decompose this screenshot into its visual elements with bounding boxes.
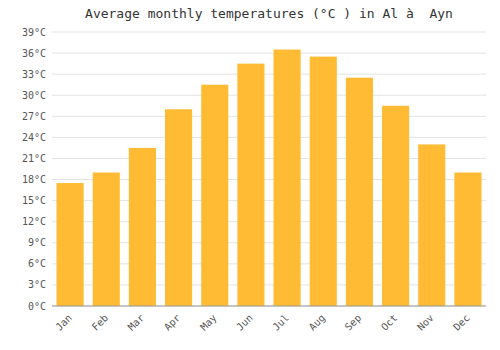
chart: Average monthly temperatures (°C ) in Al… xyxy=(0,0,500,350)
x-tick-label: Sep xyxy=(343,312,364,333)
x-tick-label: Jun xyxy=(234,312,255,333)
bar xyxy=(129,148,156,306)
grid-line xyxy=(52,137,486,138)
grid-line xyxy=(52,32,486,33)
y-tick-label: 15°C xyxy=(22,195,46,206)
grid-line xyxy=(52,74,486,75)
y-tick-label: 21°C xyxy=(22,153,46,164)
x-tick-label: Aug xyxy=(307,312,328,333)
bar xyxy=(237,64,264,306)
bar xyxy=(274,50,301,306)
y-tick-label: 6°C xyxy=(28,258,46,269)
x-tick-label: Oct xyxy=(379,312,400,333)
x-tick-label: Jul xyxy=(270,312,291,333)
bar xyxy=(382,106,409,306)
x-tick-label: May xyxy=(198,312,219,333)
grid-line xyxy=(52,116,486,117)
bar xyxy=(57,183,84,306)
y-tick-label: 18°C xyxy=(22,174,46,185)
y-tick-label: 30°C xyxy=(22,90,46,101)
y-tick-label: 9°C xyxy=(28,237,46,248)
x-tick-label: Feb xyxy=(90,312,111,333)
bar xyxy=(310,57,337,306)
x-tick-label: Nov xyxy=(415,312,436,333)
x-axis: Jan Feb Mar Apr May Jun Jul Aug Sep Oct Nov Dec xyxy=(53,312,471,333)
title: Average monthly temperatures (°C ) in Al… xyxy=(85,6,453,21)
y-tick-label: 39°C xyxy=(22,27,46,38)
grid-line xyxy=(52,95,486,96)
y-tick-label: 0°C xyxy=(28,301,46,312)
bar xyxy=(201,85,228,306)
y-tick-label: 24°C xyxy=(22,132,46,143)
grid-line xyxy=(52,306,486,307)
x-tick-label: Jan xyxy=(53,312,74,333)
y-tick-label: 33°C xyxy=(22,69,46,80)
y-tick-label: 27°C xyxy=(22,111,46,122)
bar xyxy=(93,173,120,306)
bar xyxy=(165,109,192,306)
y-tick-label: 12°C xyxy=(22,216,46,227)
grid-line xyxy=(52,53,486,54)
bar xyxy=(418,144,445,306)
bar xyxy=(454,173,481,306)
y-axis: 0°C 3°C 6°C 9°C 12°C 15°C 18°C 21°C 24°C 27°C 30°C… xyxy=(22,27,486,312)
x-tick-label: Apr xyxy=(162,312,183,333)
y-tick-label: 36°C xyxy=(22,48,46,59)
x-tick-label: Mar xyxy=(126,312,147,333)
chart-container: Average monthly temperatures (°C ) in Al… xyxy=(0,0,500,350)
bars xyxy=(57,50,482,306)
x-axis-line xyxy=(52,306,486,307)
bar xyxy=(346,78,373,306)
y-tick-label: 3°C xyxy=(28,279,46,290)
x-tick-label: Dec xyxy=(451,312,472,333)
